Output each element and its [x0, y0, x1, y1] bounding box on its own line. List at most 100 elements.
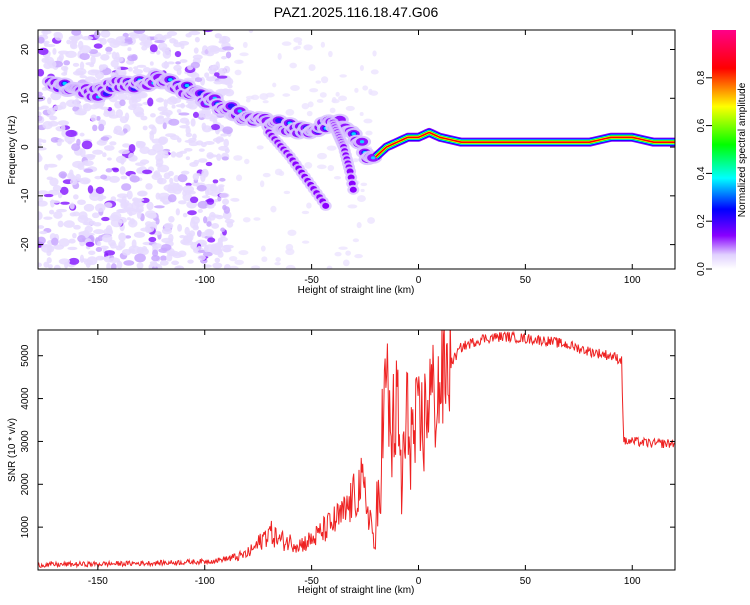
noise-speckle — [166, 253, 173, 262]
noise-speckle — [345, 105, 355, 111]
noise-speckle — [163, 184, 174, 192]
noise-speckle — [79, 132, 85, 137]
noise-speckle — [229, 255, 238, 262]
noise-speckle — [338, 95, 348, 102]
noise-speckle — [163, 222, 174, 229]
noise-speckle — [327, 165, 335, 172]
noise-speckle — [118, 71, 127, 76]
noise-speckle — [95, 255, 105, 261]
noise-speckle — [141, 45, 148, 51]
noise-speckle — [196, 184, 207, 192]
noise-speckle — [69, 169, 74, 177]
noise-speckle — [149, 132, 155, 141]
noise-speckle — [301, 240, 310, 244]
noise-speckle — [111, 51, 117, 60]
noise-speckle — [102, 152, 107, 158]
noise-speckle — [244, 158, 250, 165]
noise-speckle — [105, 51, 112, 55]
noise-speckle — [242, 41, 248, 48]
noise-speckle — [110, 59, 119, 68]
ridge-blob — [275, 117, 283, 124]
noise-speckle — [79, 254, 85, 263]
noise-speckle — [137, 92, 147, 98]
noise-speckle — [101, 234, 113, 243]
noise-speckle — [109, 39, 121, 48]
noise-speckle — [57, 220, 64, 228]
branch-blob — [322, 202, 330, 209]
noise-speckle — [91, 212, 100, 219]
noise-speckle — [84, 161, 89, 165]
noise-speckle — [239, 52, 249, 57]
noise-speckle — [109, 214, 120, 222]
noise-speckle — [185, 33, 192, 38]
noise-speckle — [162, 34, 172, 39]
noise-speckle — [123, 260, 135, 266]
noise-speckle — [94, 203, 106, 213]
noise-speckle — [122, 143, 131, 148]
noise-speckle — [139, 247, 149, 256]
noise-speckle — [79, 75, 87, 79]
noise-speckle — [218, 67, 227, 76]
noise-speckle — [116, 65, 121, 74]
noise-speckle — [183, 147, 193, 152]
noise-speckle — [100, 53, 110, 61]
noise-speckle — [175, 151, 183, 158]
noise-speckle — [94, 71, 105, 80]
snr-xtick-label: 50 — [520, 576, 532, 587]
noise-speckle — [117, 208, 125, 213]
noise-speckle — [289, 62, 297, 69]
snr-panel: -150 -100 -50 0 50 100 1000 2000 3000 4000 5000 He… — [7, 329, 676, 596]
colorbar-gradient — [712, 30, 736, 269]
noise-speckle — [88, 49, 99, 55]
noise-speckle — [234, 69, 242, 76]
noise-speckle — [73, 194, 79, 200]
noise-speckle — [120, 202, 129, 207]
noise-speckle — [38, 196, 43, 203]
noise-speckle — [193, 47, 199, 54]
noise-speckle — [109, 242, 117, 249]
noise-speckle — [79, 177, 91, 185]
noise-speckle — [103, 145, 115, 151]
noise-speckle — [87, 185, 94, 194]
noise-speckle — [206, 76, 216, 82]
noise-speckle — [79, 148, 86, 158]
noise-speckle — [176, 109, 182, 114]
colorbar-tick-label: 0.8 — [696, 70, 707, 84]
noise-speckle — [136, 64, 147, 68]
noise-speckle — [359, 111, 364, 116]
noise-speckle — [339, 74, 347, 78]
noise-speckle — [176, 266, 182, 269]
noise-speckle — [218, 185, 225, 193]
noise-speckle — [119, 166, 126, 175]
noise-speckle — [227, 84, 233, 89]
noise-speckle — [162, 49, 172, 59]
noise-speckle — [238, 250, 249, 256]
noise-speckle — [217, 251, 224, 258]
noise-speckle — [178, 112, 190, 116]
ridge-blob — [184, 83, 190, 88]
noise-speckle — [177, 250, 187, 258]
noise-speckle — [168, 118, 180, 126]
noise-speckle — [202, 30, 214, 33]
noise-speckle — [177, 174, 188, 183]
snr-series-line — [38, 330, 675, 569]
noise-speckle — [202, 251, 213, 257]
snr-ytick-label: 4000 — [20, 387, 31, 410]
spectrogram-xtick-label: -150 — [88, 275, 108, 286]
noise-speckle — [308, 64, 316, 71]
noise-speckle — [285, 243, 294, 251]
noise-speckle — [207, 237, 216, 243]
noise-speckle — [220, 227, 226, 233]
noise-speckle — [359, 65, 364, 71]
spectrogram-xtick-label: -50 — [304, 275, 319, 286]
noise-speckle — [161, 227, 172, 235]
noise-speckle — [68, 257, 80, 265]
noise-speckle — [175, 104, 186, 108]
figure-title: PAZ1.2025.116.18.47.G06 — [274, 4, 439, 20]
noise-speckle — [71, 30, 82, 36]
noise-speckle — [78, 40, 84, 50]
noise-speckle — [259, 180, 265, 188]
ridge-blob — [351, 132, 356, 136]
noise-speckle — [128, 104, 137, 111]
colorbar-tick-label: 0.4 — [696, 166, 707, 180]
